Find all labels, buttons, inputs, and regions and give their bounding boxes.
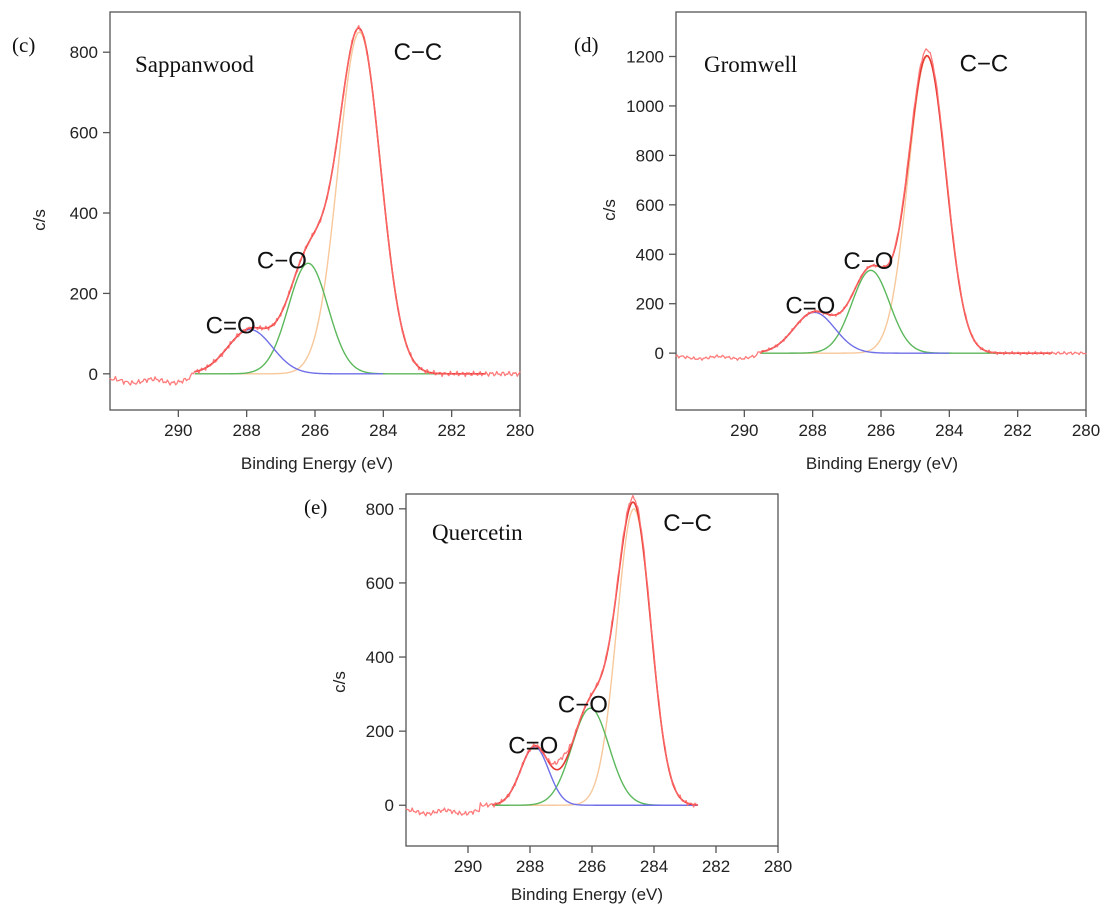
x-tick-label: 280 <box>506 421 534 440</box>
x-axis-title: Binding Energy (eV) <box>241 454 393 473</box>
y-tick-label: 0 <box>385 796 394 815</box>
y-tick-label: 0 <box>655 344 664 363</box>
measured-spectrum-curve <box>675 48 1087 361</box>
x-tick-label: 280 <box>764 857 792 876</box>
y-axis-title: c/s <box>600 199 619 221</box>
x-tick-label: 290 <box>164 421 192 440</box>
peak-label: C=O <box>508 732 558 759</box>
y-tick-label: 600 <box>70 124 98 143</box>
x-tick-label: 284 <box>935 421 963 440</box>
peak-label: C=O <box>785 293 835 320</box>
xps-panel-d: (d) Gromwell 290 288 286 284 282 280 0 200 400 60… <box>574 11 1100 473</box>
plot-area: 290 288 286 284 282 280 0 200 400 600 800 C−C C−OC=O <box>366 493 792 876</box>
y-tick-label: 200 <box>366 722 394 741</box>
sample-name: Quercetin <box>432 520 523 545</box>
sample-name: Gromwell <box>704 52 797 77</box>
peak-label: C−O <box>558 692 608 719</box>
x-tick-label: 288 <box>516 857 544 876</box>
peak-label: C−C <box>394 39 443 66</box>
x-axis-title: Binding Energy (eV) <box>806 454 958 473</box>
x-tick-label: 288 <box>798 421 826 440</box>
x-tick-label: 280 <box>1072 421 1100 440</box>
xps-panel-e: (e) Quercetin 290 288 286 284 282 280 0 200 400 6… <box>304 493 792 904</box>
x-axis-title: Binding Energy (eV) <box>511 885 663 904</box>
y-axis-title: c/s <box>30 209 49 231</box>
panel-letter: (d) <box>574 33 599 57</box>
peak-label: C=O <box>206 313 256 340</box>
y-tick-label: 400 <box>70 204 98 223</box>
x-tick-label: 282 <box>437 421 465 440</box>
x-tick-label: 290 <box>730 421 758 440</box>
x-tick-label: 282 <box>702 857 730 876</box>
measured-spectrum-curve <box>405 494 699 817</box>
panel-letter: (e) <box>304 495 327 519</box>
y-tick-label: 0 <box>89 365 98 384</box>
y-tick-label: 800 <box>366 500 394 519</box>
peak-label: C−C <box>960 50 1009 77</box>
x-tick-label: 288 <box>232 421 260 440</box>
plot-area: 290 288 286 284 282 280 0 200 400 600 800 1000 1200 C… <box>626 11 1100 440</box>
y-axis-title: c/s <box>330 671 349 693</box>
y-tick-label: 1000 <box>626 97 664 116</box>
y-tick-label: 800 <box>70 43 98 62</box>
x-tick-label: 286 <box>867 421 895 440</box>
peak-label: C−C <box>663 510 712 537</box>
x-tick-label: 284 <box>640 857 668 876</box>
peak-label: C−O <box>843 248 893 275</box>
y-tick-label: 600 <box>366 574 394 593</box>
plot-frame <box>405 493 779 847</box>
y-tick-label: 600 <box>636 196 664 215</box>
peak-label: C−O <box>257 247 307 274</box>
panel-letter: (c) <box>12 33 35 57</box>
y-tick-label: 1200 <box>626 47 664 66</box>
x-tick-label: 284 <box>369 421 397 440</box>
y-tick-label: 200 <box>70 284 98 303</box>
y-tick-label: 400 <box>636 245 664 264</box>
xps-panel-c: (c) Sappanwood 290 288 286 284 282 280 0 200 400… <box>12 11 534 473</box>
y-tick-label: 200 <box>636 295 664 314</box>
y-tick-label: 400 <box>366 648 394 667</box>
x-tick-label: 282 <box>1003 421 1031 440</box>
y-tick-label: 800 <box>636 146 664 165</box>
plot-area: 290 288 286 284 282 280 0 200 400 600 800 C−C C−O C=O <box>70 11 534 440</box>
sample-name: Sappanwood <box>135 52 254 77</box>
x-tick-label: 290 <box>454 857 482 876</box>
x-tick-label: 286 <box>301 421 329 440</box>
measured-spectrum-curve <box>109 24 521 386</box>
x-tick-label: 286 <box>578 857 606 876</box>
